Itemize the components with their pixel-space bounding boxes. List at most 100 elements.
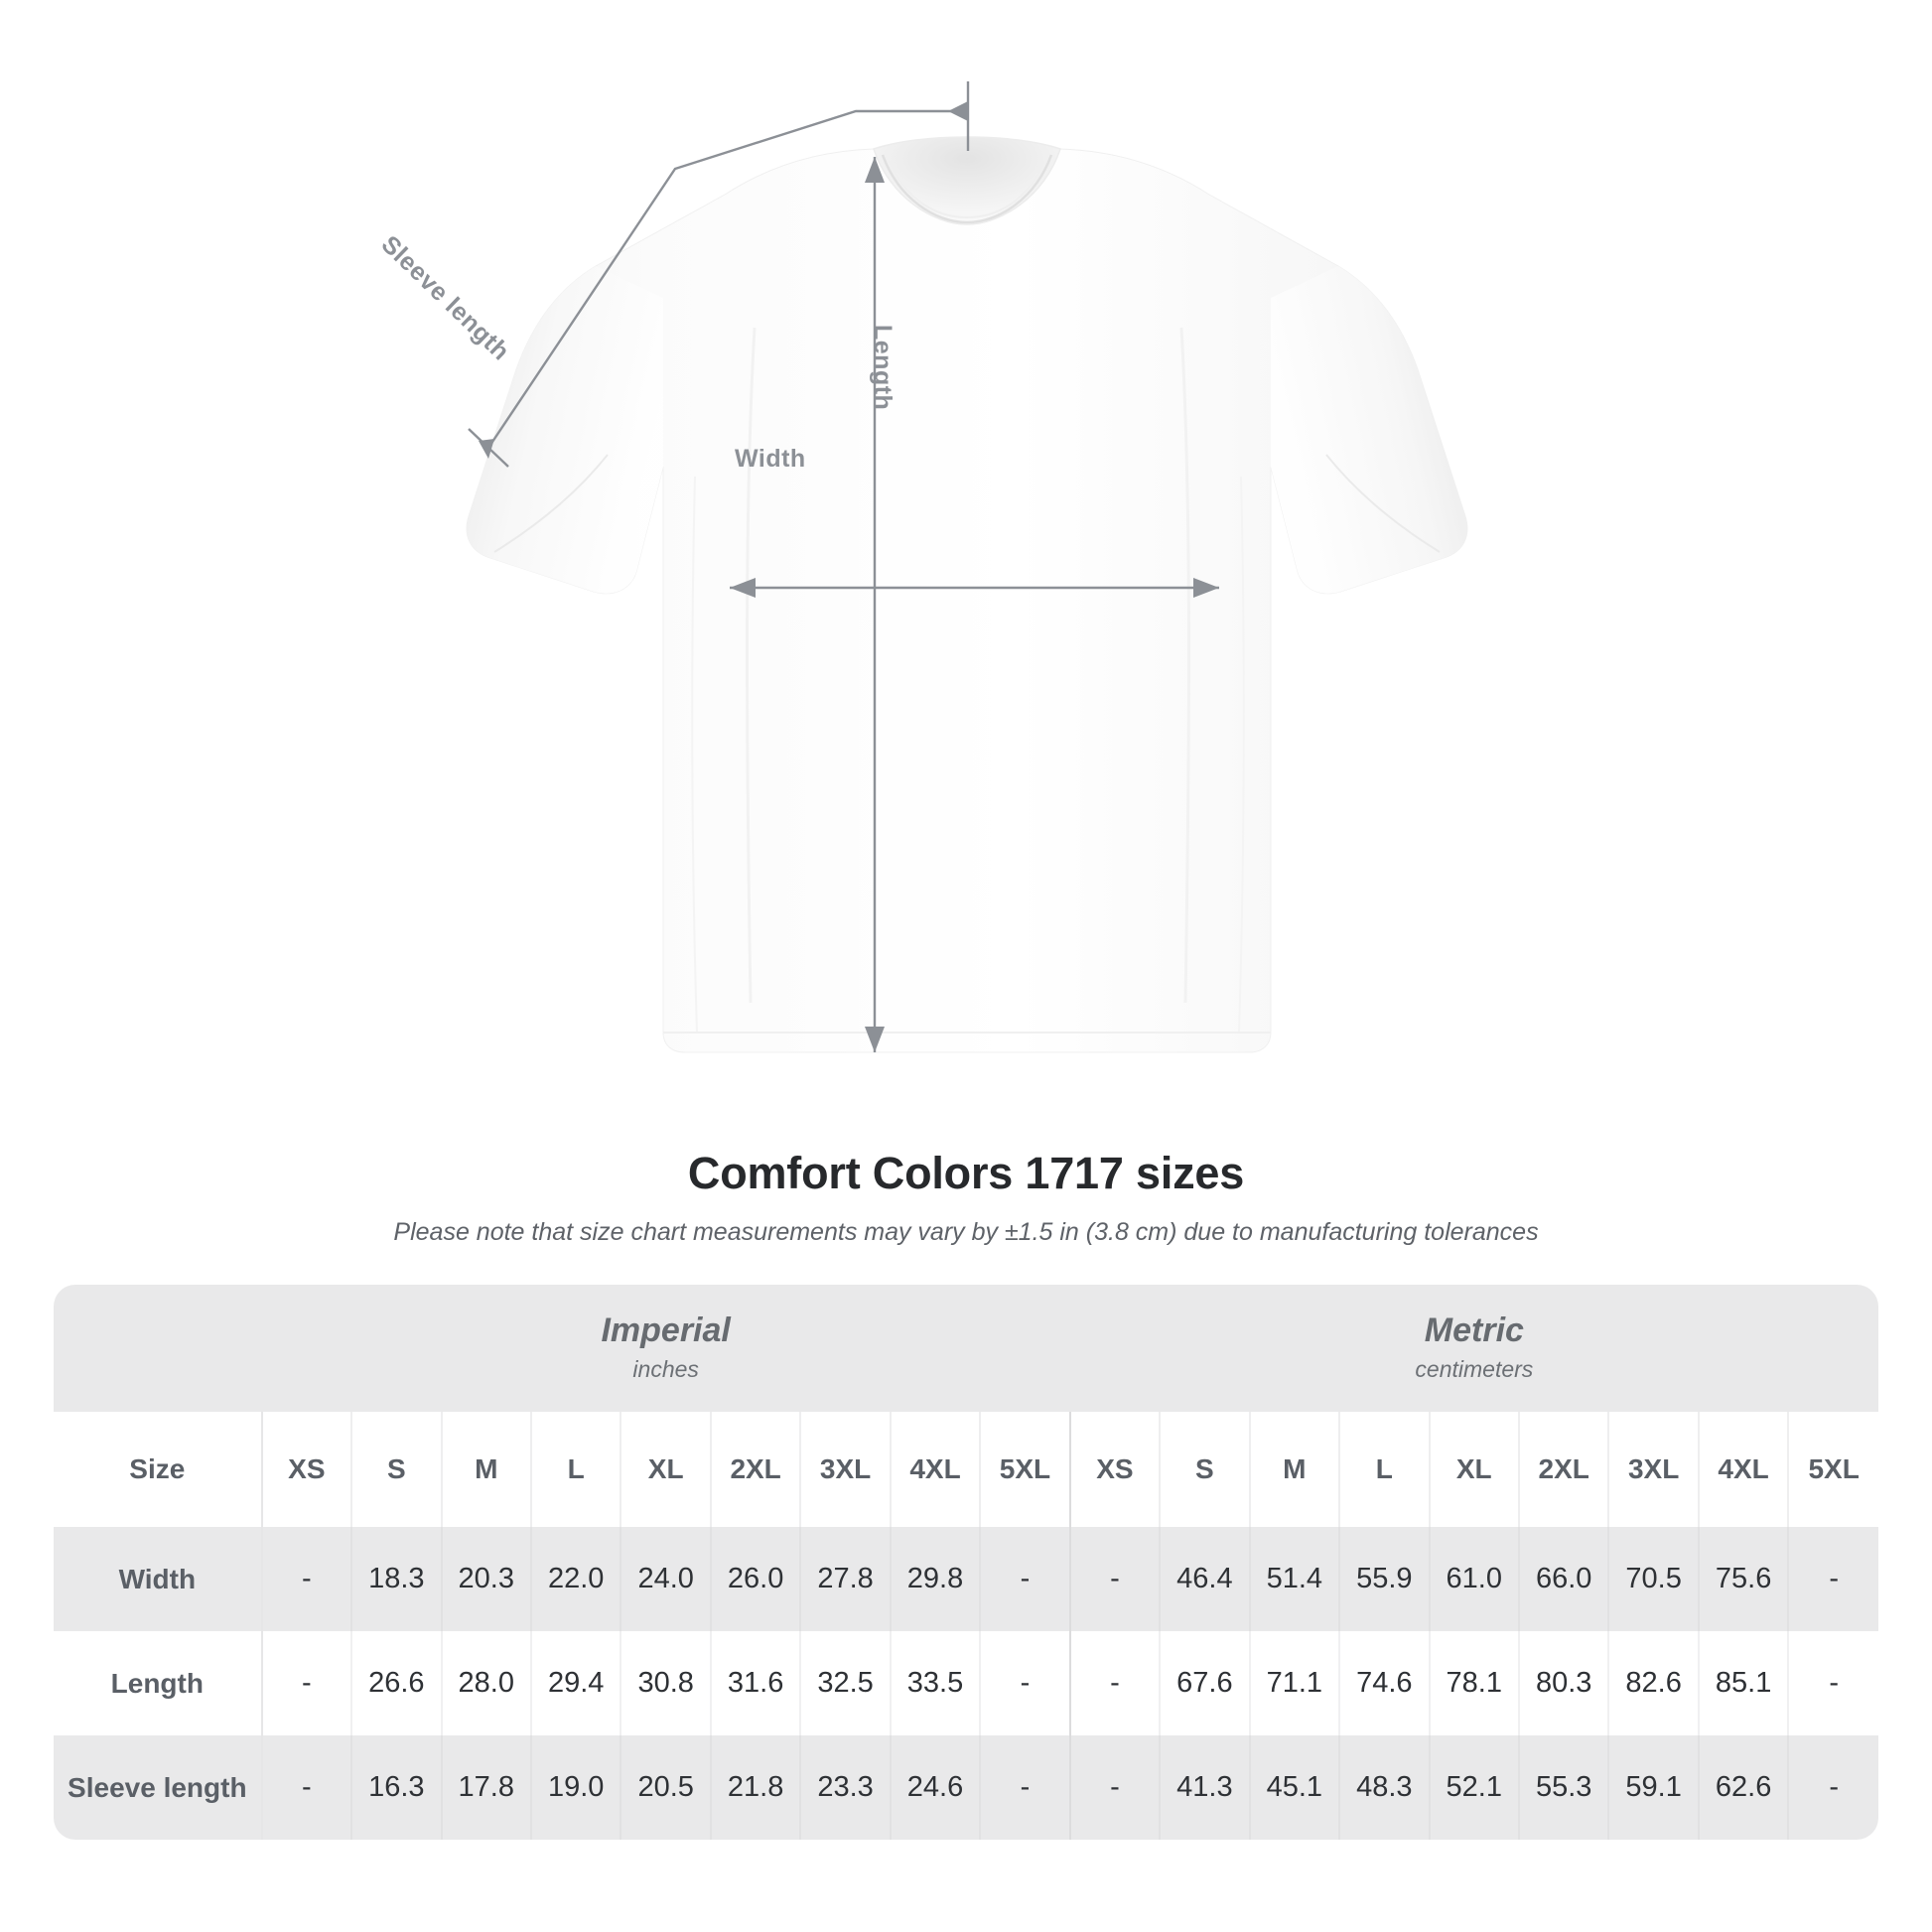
length-label: Length <box>869 325 897 411</box>
unit-sub-metric: centimeters <box>1415 1355 1534 1382</box>
cell-width-imperial-xs: - <box>261 1527 353 1631</box>
cell-length-imperial-5xl: - <box>980 1631 1071 1735</box>
cell-width-imperial-xl: 24.0 <box>621 1527 712 1631</box>
header-imperial-2xl: 2XL <box>710 1412 802 1527</box>
cell-sleeve-imperial-l: 19.0 <box>530 1735 622 1840</box>
tolerance-note: Please note that size chart measurements… <box>393 1218 1539 1246</box>
cell-length-metric-xs: - <box>1069 1631 1162 1735</box>
cell-width-metric-s: 46.4 <box>1160 1527 1251 1631</box>
cell-sleeve-imperial-xl: 20.5 <box>621 1735 712 1840</box>
cell-length-metric-4xl: 85.1 <box>1698 1631 1790 1735</box>
cell-sleeve-metric-4xl: 62.6 <box>1698 1735 1790 1840</box>
cell-sleeve-metric-5xl: - <box>1788 1735 1878 1840</box>
unit-name-metric: Metric <box>1424 1311 1524 1350</box>
table-row: Length - 26.6 28.0 29.4 30.8 31.6 32.5 3… <box>54 1631 1878 1735</box>
cell-sleeve-metric-3xl: 59.1 <box>1608 1735 1700 1840</box>
size-table-container: Imperial inches Metric centimeters Size … <box>54 1285 1878 1840</box>
cell-length-imperial-xl: 30.8 <box>621 1631 712 1735</box>
cell-width-metric-5xl: - <box>1788 1527 1878 1631</box>
header-metric-s: S <box>1160 1412 1251 1527</box>
width-label: Width <box>735 445 806 473</box>
unit-sub-imperial: inches <box>632 1355 699 1382</box>
cell-width-metric-xl: 61.0 <box>1429 1527 1520 1631</box>
header-imperial-m: M <box>441 1412 532 1527</box>
cell-sleeve-metric-s: 41.3 <box>1160 1735 1251 1840</box>
cell-sleeve-metric-2xl: 55.3 <box>1518 1735 1610 1840</box>
cell-width-imperial-l: 22.0 <box>530 1527 622 1631</box>
tshirt-illustration <box>466 81 1468 1053</box>
cell-sleeve-imperial-m: 17.8 <box>441 1735 532 1840</box>
header-metric-xl: XL <box>1429 1412 1520 1527</box>
unit-cell-imperial: Imperial inches <box>261 1285 1070 1412</box>
cell-width-metric-xs: - <box>1069 1527 1162 1631</box>
header-metric-5xl: 5XL <box>1788 1412 1878 1527</box>
unit-header-row: Imperial inches Metric centimeters <box>54 1285 1878 1412</box>
header-size-label: Size <box>54 1412 263 1527</box>
header-metric-2xl: 2XL <box>1518 1412 1610 1527</box>
size-table: Imperial inches Metric centimeters Size … <box>54 1285 1878 1840</box>
cell-width-metric-2xl: 66.0 <box>1518 1527 1610 1631</box>
row-label-sleeve-length: Sleeve length <box>54 1735 263 1840</box>
header-imperial-3xl: 3XL <box>800 1412 892 1527</box>
cell-length-imperial-3xl: 32.5 <box>800 1631 892 1735</box>
cell-length-imperial-4xl: 33.5 <box>890 1631 982 1735</box>
cell-width-metric-4xl: 75.6 <box>1698 1527 1790 1631</box>
cell-length-metric-l: 74.6 <box>1339 1631 1431 1735</box>
cell-width-imperial-m: 20.3 <box>441 1527 532 1631</box>
header-metric-3xl: 3XL <box>1608 1412 1700 1527</box>
sleeve-length-dimension <box>468 81 970 468</box>
header-metric-m: M <box>1249 1412 1341 1527</box>
cell-sleeve-metric-m: 45.1 <box>1249 1735 1341 1840</box>
cell-sleeve-metric-l: 48.3 <box>1339 1735 1431 1840</box>
cell-sleeve-imperial-3xl: 23.3 <box>800 1735 892 1840</box>
header-imperial-4xl: 4XL <box>890 1412 982 1527</box>
cell-sleeve-metric-xs: - <box>1069 1735 1162 1840</box>
cell-width-imperial-2xl: 26.0 <box>710 1527 802 1631</box>
row-label-width: Width <box>54 1527 263 1631</box>
header-metric-4xl: 4XL <box>1698 1412 1790 1527</box>
cell-width-imperial-4xl: 29.8 <box>890 1527 982 1631</box>
cell-length-metric-5xl: - <box>1788 1631 1878 1735</box>
unit-cell-metric: Metric centimeters <box>1069 1285 1878 1412</box>
cell-length-metric-m: 71.1 <box>1249 1631 1341 1735</box>
cell-sleeve-imperial-4xl: 24.6 <box>890 1735 982 1840</box>
cell-length-metric-3xl: 82.6 <box>1608 1631 1700 1735</box>
unit-name-imperial: Imperial <box>601 1311 731 1350</box>
table-row: Width - 18.3 20.3 22.0 24.0 26.0 27.8 29… <box>54 1527 1878 1631</box>
header-metric-l: L <box>1339 1412 1431 1527</box>
cell-sleeve-imperial-2xl: 21.8 <box>710 1735 802 1840</box>
cell-sleeve-metric-xl: 52.1 <box>1429 1735 1520 1840</box>
unit-spacer-cell <box>54 1285 262 1412</box>
header-imperial-5xl: 5XL <box>980 1412 1071 1527</box>
cell-length-imperial-xs: - <box>261 1631 353 1735</box>
cell-length-imperial-s: 26.6 <box>351 1631 443 1735</box>
tshirt-body-shape <box>466 136 1468 1053</box>
header-imperial-l: L <box>530 1412 622 1527</box>
cell-length-metric-xl: 78.1 <box>1429 1631 1520 1735</box>
cell-sleeve-imperial-xs: - <box>261 1735 353 1840</box>
header-imperial-xs: XS <box>261 1412 353 1527</box>
page-title: Comfort Colors 1717 sizes <box>687 1148 1245 1198</box>
size-header-row: Size XS S M L XL 2XL 3XL 4XL 5XL XS S M … <box>54 1412 1878 1527</box>
width-dimension <box>730 578 1219 598</box>
cell-width-metric-m: 51.4 <box>1249 1527 1341 1631</box>
title-block: Comfort Colors 1717 sizes Please note th… <box>0 1148 1932 1247</box>
header-imperial-xl: XL <box>621 1412 712 1527</box>
cell-length-metric-s: 67.6 <box>1160 1631 1251 1735</box>
row-label-length: Length <box>54 1631 263 1735</box>
length-dimension <box>865 157 885 1052</box>
table-row: Sleeve length - 16.3 17.8 19.0 20.5 21.8… <box>54 1735 1878 1840</box>
cell-sleeve-imperial-5xl: - <box>980 1735 1071 1840</box>
cell-width-metric-l: 55.9 <box>1339 1527 1431 1631</box>
measurement-lines <box>468 81 1219 1052</box>
header-metric-xs: XS <box>1069 1412 1162 1527</box>
cell-length-imperial-2xl: 31.6 <box>710 1631 802 1735</box>
header-imperial-s: S <box>351 1412 443 1527</box>
cell-length-metric-2xl: 80.3 <box>1518 1631 1610 1735</box>
cell-length-imperial-l: 29.4 <box>530 1631 622 1735</box>
cell-width-imperial-5xl: - <box>980 1527 1071 1631</box>
cell-width-metric-3xl: 70.5 <box>1608 1527 1700 1631</box>
cell-width-imperial-3xl: 27.8 <box>800 1527 892 1631</box>
tshirt-diagram: Sleeve length Length Width <box>376 81 1468 1053</box>
